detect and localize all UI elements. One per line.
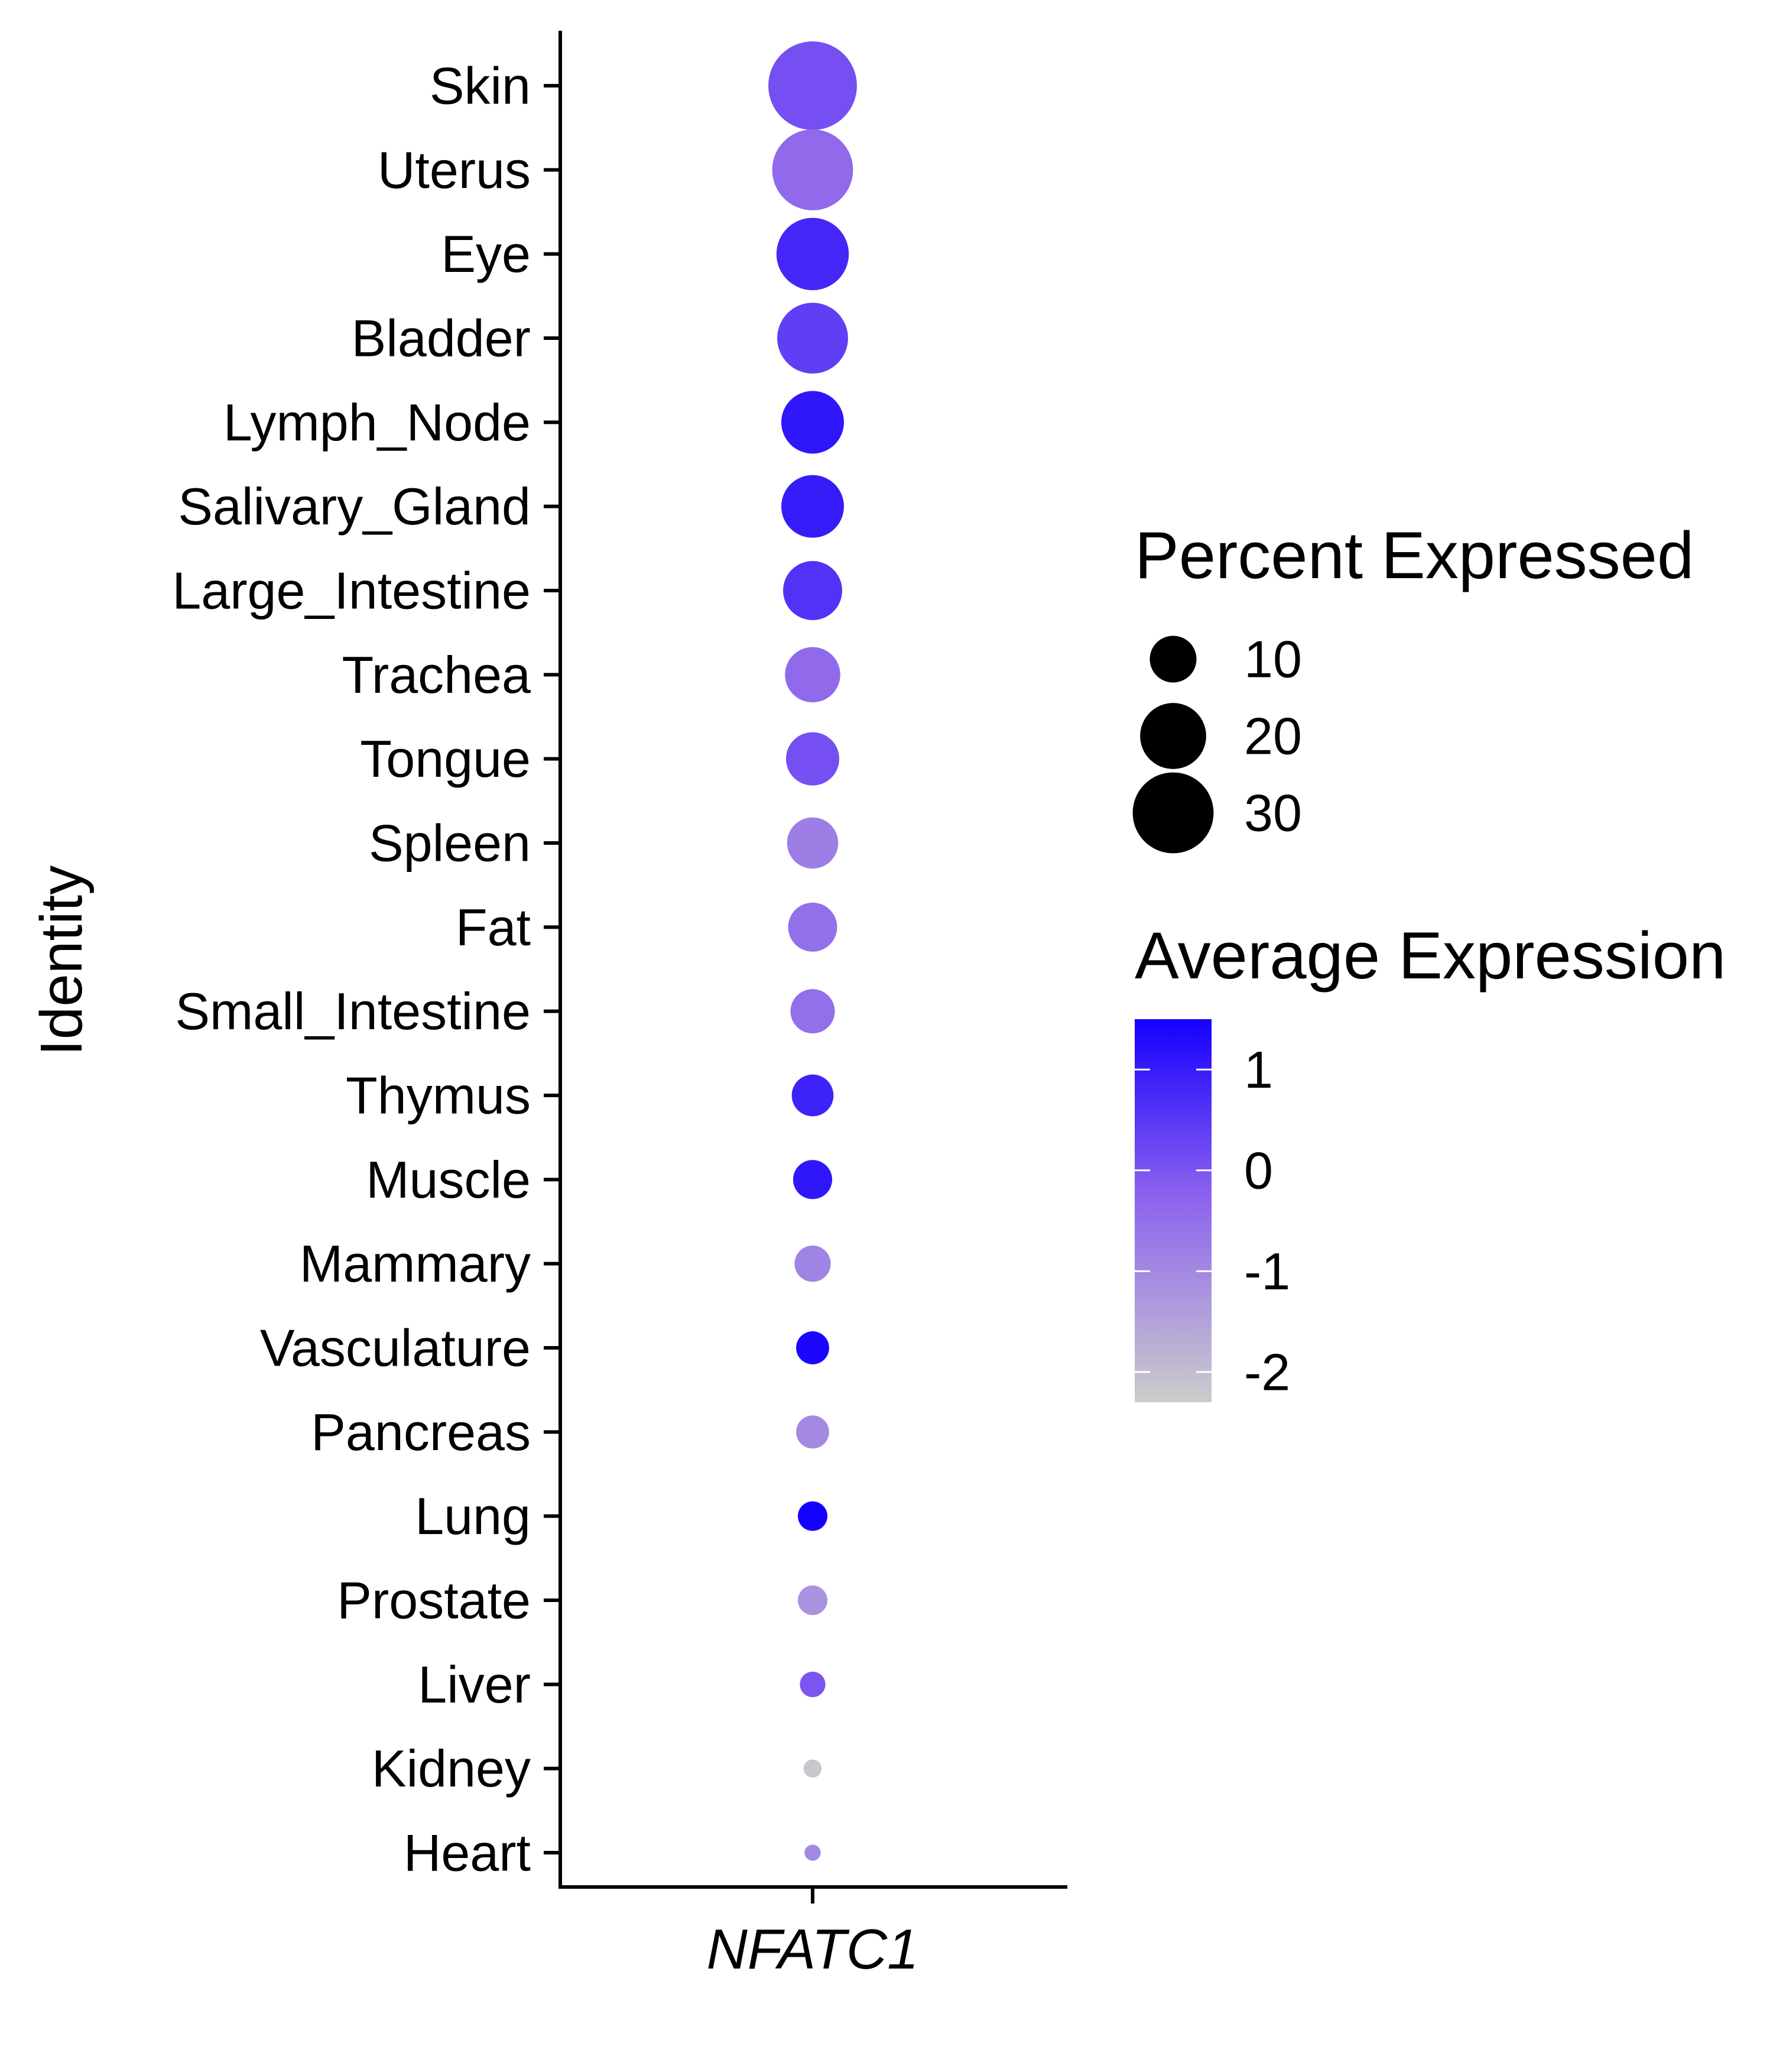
y-tick-label-muscle: Muscle — [366, 1150, 531, 1209]
y-tick-label-eye: Eye — [441, 225, 531, 283]
dot-fat — [788, 902, 837, 952]
dot-muscle — [793, 1160, 833, 1199]
size-legend-dot-20 — [1140, 703, 1206, 769]
y-tick-label-small_intestine: Small_Intestine — [175, 982, 531, 1040]
y-tick-label-trachea: Trachea — [342, 646, 531, 704]
x-tick-label-nfatc1: NFATC1 — [706, 1918, 918, 1981]
dot-large_intestine — [783, 561, 842, 620]
size-legend-items: 10 20 30 — [1132, 630, 1302, 854]
dot-liver — [800, 1671, 826, 1697]
plot-area: Skin Uterus Eye Bladder Lymph_Node Salivary_G… — [28, 31, 1067, 1981]
data-points — [768, 41, 857, 1861]
dot-uterus — [772, 129, 853, 210]
color-bar-ticks — [1135, 1068, 1212, 1373]
y-tick-label-lymph_node: Lymph_Node — [223, 393, 531, 452]
y-tick-label-bladder: Bladder — [352, 309, 531, 368]
dot-salivary_gland — [781, 475, 845, 538]
color-bar-label-2: -1 — [1244, 1242, 1290, 1301]
color-bar-label-0: 1 — [1244, 1040, 1273, 1099]
size-legend: Percent Expressed 10 20 30 — [1132, 518, 1694, 854]
dot-lung — [798, 1501, 827, 1531]
dot-trachea — [785, 647, 840, 703]
y-tick-label-pancreas: Pancreas — [311, 1403, 531, 1461]
size-legend-label-20: 20 — [1244, 707, 1302, 766]
dot-eye — [776, 218, 849, 290]
size-legend-label-10: 10 — [1244, 630, 1302, 689]
x-axis-tick-labels: NFATC1 — [706, 1918, 918, 1981]
dot-vasculature — [796, 1331, 829, 1364]
dot-thymus — [791, 1074, 834, 1117]
dot-lymph_node — [781, 391, 845, 454]
y-tick-label-mammary: Mammary — [300, 1234, 531, 1293]
y-tick-label-prostate: Prostate — [337, 1571, 531, 1630]
y-axis-ticks — [544, 84, 560, 1854]
y-tick-label-lung: Lung — [415, 1487, 531, 1545]
y-tick-label-thymus: Thymus — [346, 1066, 531, 1125]
dot-small_intestine — [790, 989, 835, 1034]
y-tick-label-large_intestine: Large_Intestine — [172, 562, 531, 620]
dot-pancreas — [796, 1415, 829, 1449]
dot-prostate — [798, 1585, 827, 1615]
color-legend-title: Average Expression — [1135, 919, 1726, 993]
y-tick-label-salivary_gland: Salivary_Gland — [178, 477, 531, 536]
color-bar-label-1: 0 — [1244, 1141, 1273, 1199]
dot-heart — [804, 1844, 821, 1861]
color-bar-tick-labels: 1 0 -1 -2 — [1244, 1040, 1290, 1402]
y-tick-label-tongue: Tongue — [360, 729, 531, 788]
y-tick-label-liver: Liver — [418, 1655, 531, 1714]
dot-spleen — [787, 817, 839, 869]
size-legend-label-30: 30 — [1244, 784, 1302, 842]
dot-bladder — [777, 303, 848, 374]
dot-tongue — [785, 732, 840, 786]
y-tick-label-heart: Heart — [404, 1824, 531, 1882]
color-bar — [1135, 1019, 1212, 1402]
y-axis-title: Identity — [28, 865, 95, 1056]
y-tick-label-spleen: Spleen — [369, 814, 531, 873]
size-legend-dot-10 — [1149, 635, 1197, 683]
color-bar-label-3: -2 — [1244, 1343, 1290, 1401]
y-tick-label-uterus: Uterus — [378, 141, 531, 199]
y-tick-label-kidney: Kidney — [372, 1739, 531, 1798]
y-axis-tick-labels: Skin Uterus Eye Bladder Lymph_Node Salivary_G… — [172, 57, 531, 1882]
size-legend-dot-30 — [1132, 772, 1214, 854]
y-tick-label-vasculature: Vasculature — [260, 1319, 531, 1377]
dot-kidney — [803, 1759, 822, 1778]
y-tick-label-fat: Fat — [456, 898, 531, 956]
y-tick-label-skin: Skin — [430, 57, 531, 115]
color-legend: Average Expression 1 0 -1 -2 — [1135, 919, 1726, 1402]
dot-mammary — [794, 1246, 831, 1282]
size-legend-title: Percent Expressed — [1135, 518, 1694, 592]
dot-skin — [768, 41, 857, 130]
